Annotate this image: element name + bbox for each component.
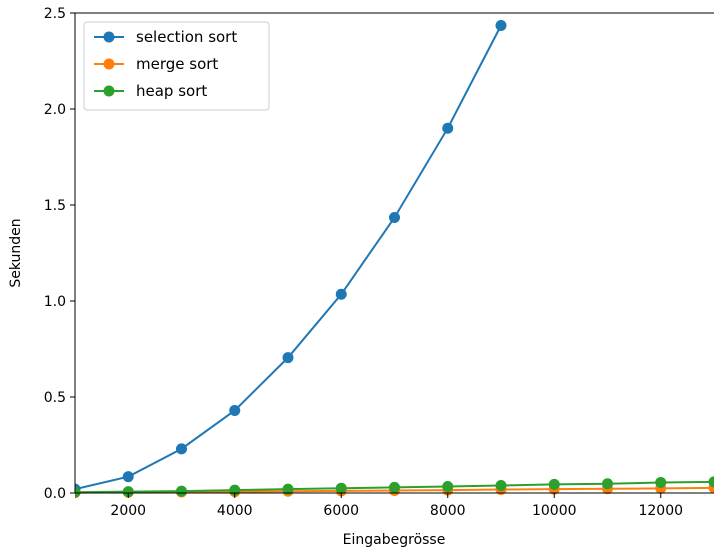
data-point: [282, 483, 294, 495]
legend-box: [83, 21, 270, 111]
series-heap-sort: [75, 476, 714, 498]
data-point: [495, 480, 507, 492]
data-point: [229, 404, 241, 416]
data-point: [389, 211, 400, 223]
axes-layer: 2000 4000 6000 8000 10000 12000 0.0 0.5 1.0 1.5 2.…: [44, 6, 714, 519]
data-point: [602, 478, 613, 490]
x-axis-label: Eingabegrösse: [343, 532, 446, 548]
data-point: [176, 485, 187, 497]
y-tick-label: 2.5: [44, 6, 66, 22]
data-point: [75, 486, 81, 498]
y-tick-label: 1.5: [44, 198, 66, 214]
legend-swatch-marker: [103, 31, 115, 43]
data-point: [122, 471, 134, 483]
legend-swatch-marker: [103, 58, 115, 70]
series-layer: [75, 19, 714, 499]
x-tick-label: 2000: [110, 503, 146, 519]
y-tick-label: 0.5: [44, 390, 66, 406]
data-point: [442, 480, 454, 492]
data-point: [495, 19, 507, 31]
x-tick-label: 4000: [217, 503, 253, 519]
data-point: [708, 476, 714, 488]
legend-label: selection sort: [136, 28, 237, 46]
data-point: [655, 476, 667, 488]
data-point: [442, 122, 454, 134]
x-tick-label: 8000: [430, 503, 466, 519]
legend-label: merge sort: [136, 55, 218, 73]
y-tick-label: 0.0: [44, 486, 66, 502]
legend: selection sort merge sort heap sort: [83, 21, 270, 111]
legend-swatch-marker: [103, 85, 115, 97]
data-point: [282, 352, 294, 364]
y-axis-label: Sekunden: [8, 218, 24, 287]
data-point: [548, 478, 560, 490]
y-tick-label: 1.0: [44, 294, 66, 310]
data-point: [335, 482, 347, 494]
data-point: [122, 486, 134, 498]
x-tick-label: 10000: [532, 503, 577, 519]
data-point: [335, 288, 347, 300]
legend-label: heap sort: [136, 82, 207, 100]
x-tick-label: 12000: [638, 503, 683, 519]
y-tick-label: 2.0: [44, 102, 66, 118]
x-tick-label: 6000: [323, 503, 359, 519]
data-point: [176, 443, 187, 455]
data-point: [389, 481, 400, 493]
